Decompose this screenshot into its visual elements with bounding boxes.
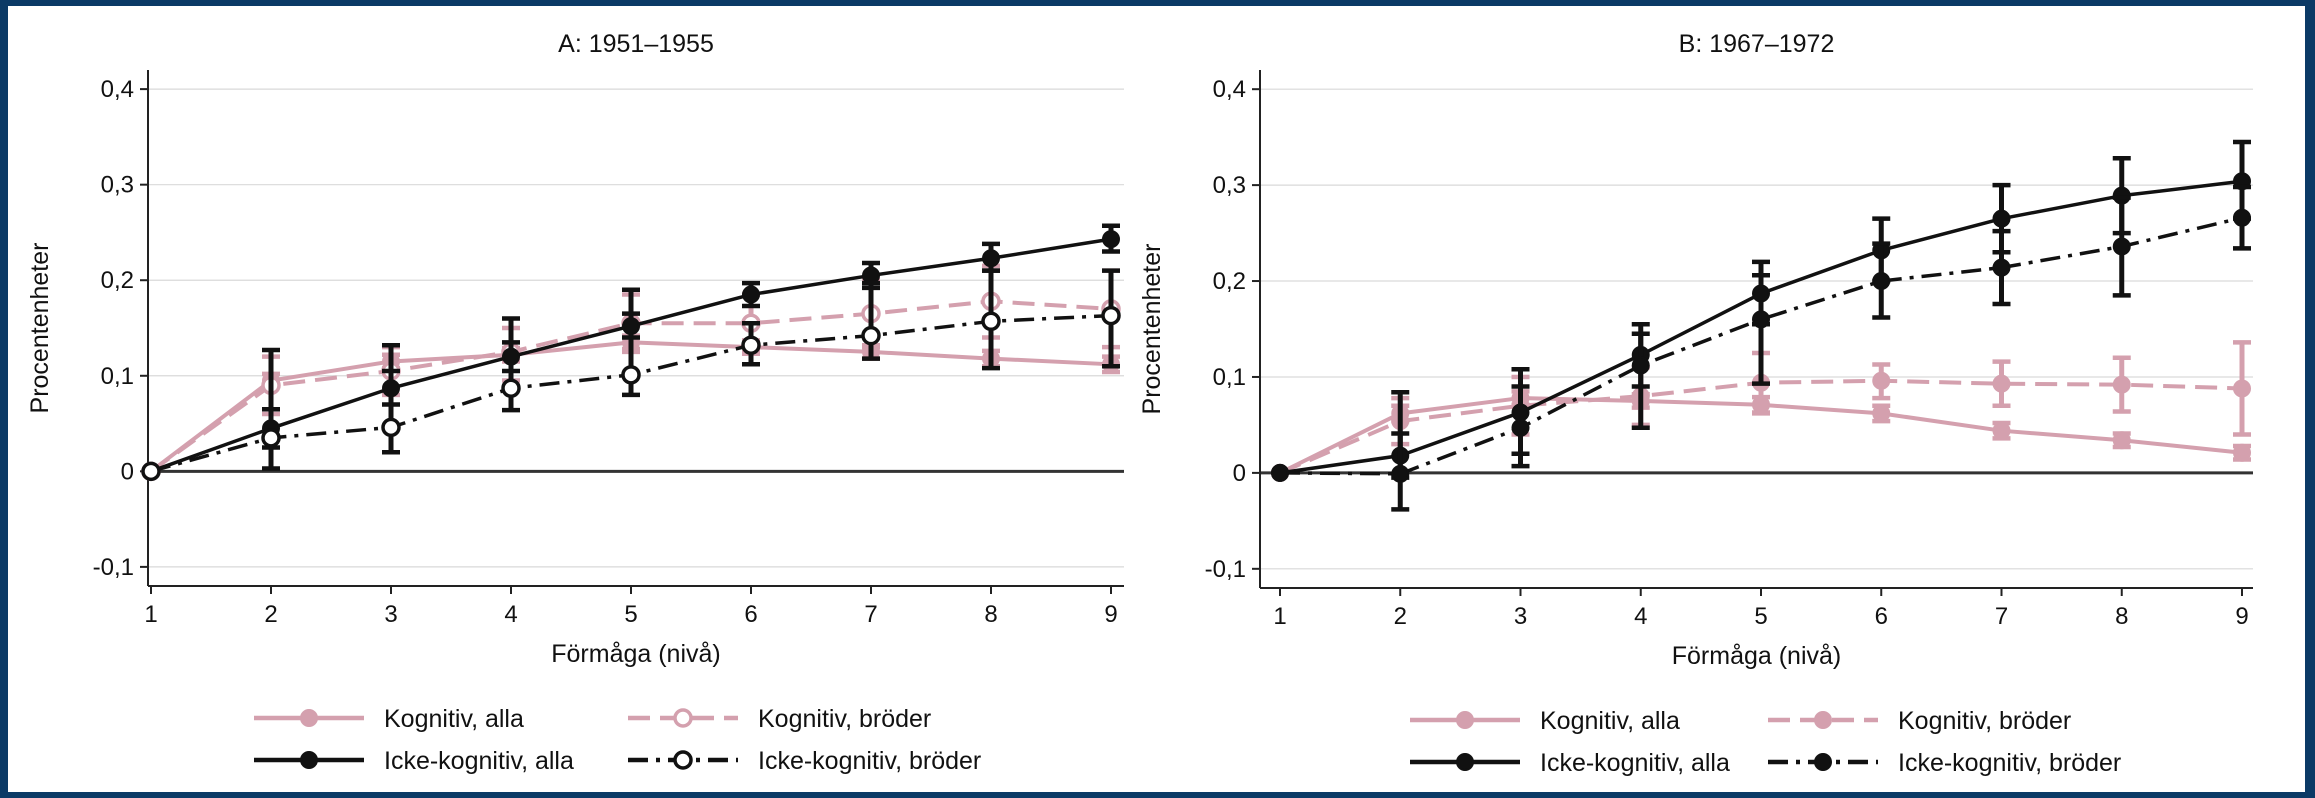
x-tick-label: 2: [1394, 603, 1407, 630]
legend-marker: [1456, 753, 1474, 771]
x-tick-label: 7: [1995, 603, 2008, 630]
legend-label: Icke-kognitiv, alla: [384, 747, 574, 775]
data-point: [141, 461, 161, 482]
y-tick-label: -0,1: [93, 554, 134, 581]
data-point: [381, 417, 401, 438]
legend-label: Kognitiv, bröder: [1898, 707, 2071, 735]
legend-label: Icke-kognitiv, bröder: [1898, 749, 2121, 777]
data-point: [1872, 272, 1891, 291]
legend-label: Kognitiv, bröder: [758, 705, 931, 733]
legend-label: Kognitiv, alla: [1540, 707, 1680, 735]
series-4: [141, 268, 1121, 482]
data-point: [1271, 463, 1289, 482]
y-tick-label: 0,1: [101, 363, 134, 390]
data-point: [501, 378, 521, 398]
x-tick-label: 3: [384, 601, 397, 628]
x-tick-label: 1: [1273, 603, 1286, 630]
data-point: [1391, 464, 1410, 483]
x-axis-label: Förmåga (nivå): [1672, 642, 1842, 670]
y-tick-label: 0: [121, 458, 134, 485]
x-axis-label: Förmåga (nivå): [551, 640, 721, 668]
data-point: [1631, 356, 1650, 375]
legend: Kognitiv, alla Kognitiv, bröder Icke-kogni…: [254, 705, 981, 775]
data-point: [2112, 237, 2131, 256]
legend-marker: [300, 751, 318, 769]
data-point: [741, 335, 761, 355]
data-point: [1992, 374, 2011, 393]
x-tick-label: 2: [264, 601, 277, 628]
data-point: [621, 365, 641, 385]
legend-marker: [300, 709, 318, 727]
y-axis-label: Procentenheter: [26, 243, 54, 414]
legend-label: Icke-kognitiv, bröder: [758, 747, 981, 775]
x-tick-label: 8: [2115, 603, 2128, 630]
y-tick-label: 0,2: [1213, 268, 1246, 295]
data-point: [1872, 404, 1891, 423]
data-point: [2112, 431, 2131, 450]
figure-frame: A: 1951–1955 -0,1 0 0,1 0,2 0,3 0,4 1 2 3 4 5 6 7 8 9 Fö…: [8, 6, 2305, 792]
x-tick-label: 1: [144, 601, 157, 628]
chart-panel-b: B: 1967–1972 -0,1 0 0,1 0,2 0,3 0,4 1 2 3 4 5 6 7 8 9 Fö…: [1138, 30, 2253, 777]
series-line: [1279, 216, 2243, 476]
x-tick-label: 5: [1754, 603, 1767, 630]
series-4: [1271, 184, 2251, 512]
y-tick-label: 0,2: [101, 267, 134, 294]
legend: Kognitiv, alla Kognitiv, bröder Icke-kogni…: [1410, 707, 2121, 777]
y-tick-label: 0,4: [1213, 76, 1246, 103]
legend-marker: [1456, 711, 1474, 729]
y-tick-label: 0: [1233, 460, 1246, 487]
data-point: [1511, 418, 1530, 437]
data-point: [1752, 310, 1770, 329]
x-tick-label: 8: [984, 601, 997, 628]
x-tick-label: 7: [864, 601, 877, 628]
x-tick-label: 4: [504, 601, 517, 628]
data-point: [1992, 209, 2011, 228]
legend-marker: [673, 708, 693, 728]
y-tick-label: 0,3: [1213, 172, 1246, 199]
data-point: [2233, 208, 2251, 227]
legend-label: Icke-kognitiv, alla: [1540, 749, 1730, 777]
figure: A: 1951–1955 -0,1 0 0,1 0,2 0,3 0,4 1 2 3 4 5 6 7 8 9 Fö…: [26, 30, 2253, 777]
data-point: [2112, 375, 2131, 394]
data-point: [981, 311, 1001, 332]
y-tick-label: 0,4: [101, 76, 134, 103]
legend-marker: [1814, 711, 1832, 729]
data-point: [1102, 230, 1120, 249]
chart-title: B: 1967–1972: [1679, 30, 1835, 58]
x-tick-label: 9: [2235, 603, 2248, 630]
data-point: [742, 285, 760, 304]
data-point: [982, 249, 1000, 268]
x-tick-label: 6: [1875, 603, 1888, 630]
y-tick-label: -0,1: [1205, 556, 1246, 583]
y-tick-label: 0,3: [101, 172, 134, 199]
x-tick-label: 6: [744, 601, 757, 628]
data-point: [2233, 443, 2251, 462]
data-point: [261, 428, 281, 448]
legend-label: Kognitiv, alla: [384, 705, 524, 733]
data-point: [861, 325, 881, 346]
legend-marker: [1814, 753, 1832, 771]
legend-marker: [673, 750, 693, 770]
x-tick-label: 9: [1104, 601, 1117, 628]
data-point: [2233, 379, 2251, 398]
data-point: [1992, 421, 2011, 440]
x-tick-label: 5: [624, 601, 637, 628]
y-axis-label: Procentenheter: [1138, 244, 1166, 415]
data-point: [1992, 258, 2011, 277]
x-tick-label: 4: [1634, 603, 1647, 630]
data-point: [1101, 305, 1121, 326]
data-point: [1872, 371, 1891, 390]
chart-panel-a: A: 1951–1955 -0,1 0 0,1 0,2 0,3 0,4 1 2 3 4 5 6 7 8 9 Fö…: [26, 30, 1124, 775]
chart-title: A: 1951–1955: [558, 30, 714, 58]
x-tick-label: 3: [1514, 603, 1527, 630]
y-tick-label: 0,1: [1213, 364, 1246, 391]
